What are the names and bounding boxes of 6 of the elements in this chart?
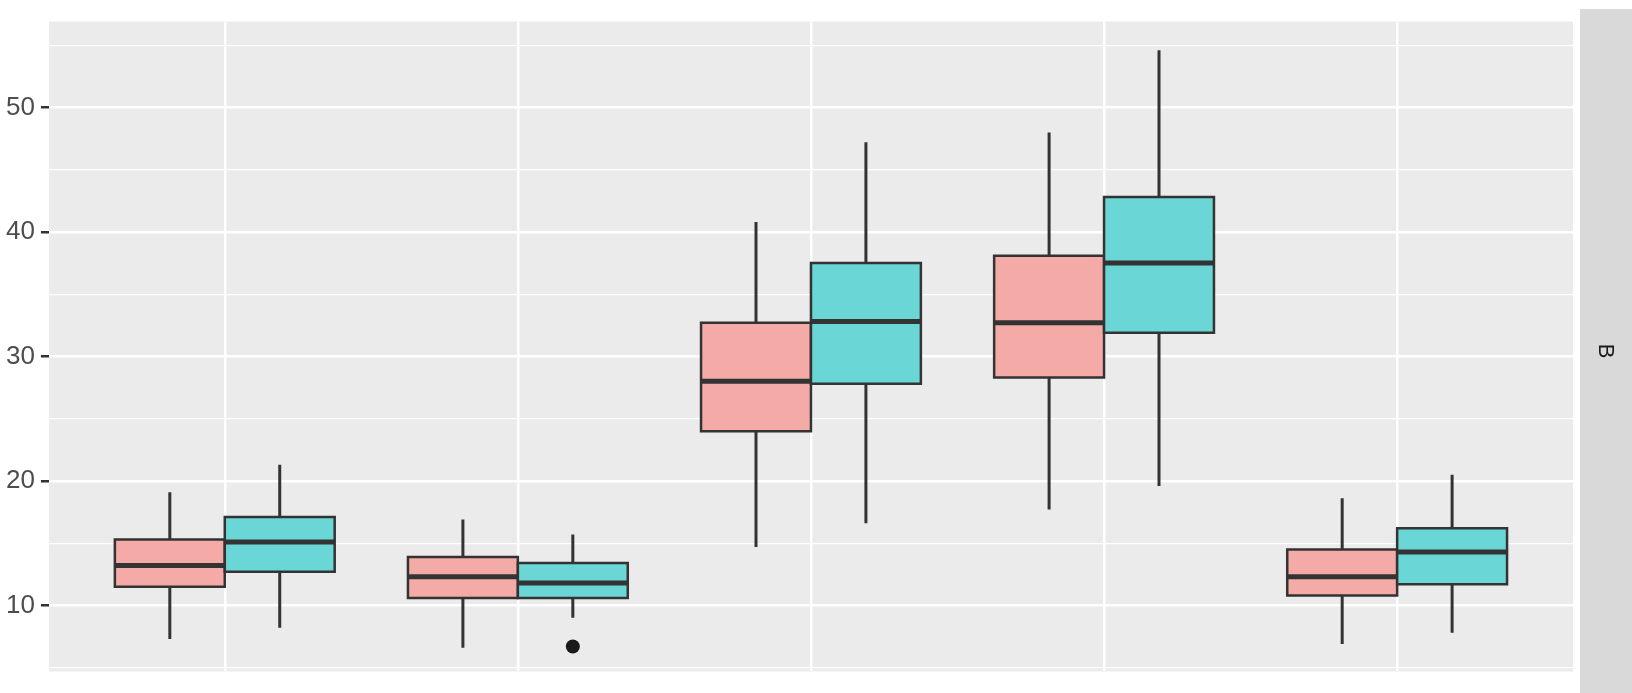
y-tick-label: 30	[6, 339, 35, 370]
text: B	[1593, 343, 1619, 359]
y-tick-label: 20	[6, 464, 35, 495]
y-tick-label: 50	[6, 90, 35, 121]
y-tick-label: 10	[6, 588, 35, 619]
y-tick-label: 40	[6, 215, 35, 246]
